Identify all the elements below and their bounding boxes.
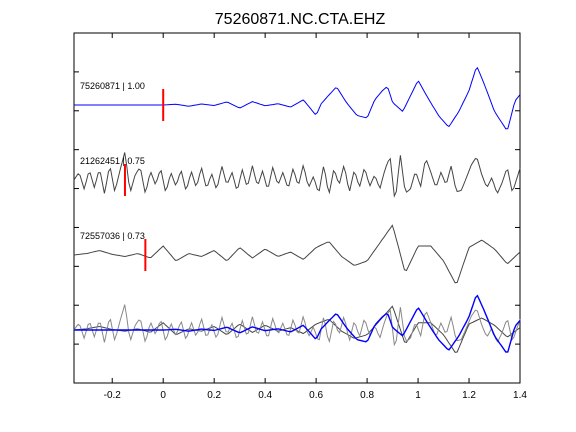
trace-3: 72557036 | 0.73: [73, 224, 521, 284]
trace-line: [73, 224, 521, 284]
x-tick-label: 0.8: [360, 390, 374, 401]
trace-line: [74, 66, 521, 130]
axis-ticks: -0.2 0 0.2 0.4 0.6 0.8 1 1.2 1.4: [74, 33, 527, 401]
trace-line: [73, 152, 521, 198]
x-tick-label: 0: [160, 390, 166, 401]
x-tick-label: 0.4: [258, 390, 272, 401]
x-tick-label: 1: [415, 390, 421, 401]
trace-1: 75260871 | 1.00: [74, 66, 521, 130]
overlay-trace: [73, 304, 521, 347]
x-tick-label: 1.4: [513, 390, 527, 401]
trace-label: 21262451 | 0.75: [80, 156, 145, 166]
x-tick-label: 0.2: [207, 390, 221, 401]
trace-label: 75260871 | 1.00: [80, 81, 145, 91]
axes-frame: [73, 32, 521, 384]
x-tick-label: -0.2: [104, 390, 122, 401]
waveform-traces: 75260871 | 1.00 21262451 | 0.75 72557036 |…: [73, 66, 521, 284]
trace-2: 21262451 | 0.75: [73, 152, 521, 198]
overlay-trace: [74, 294, 521, 353]
trace-label: 72557036 | 0.73: [80, 231, 145, 241]
overlay-traces: [73, 294, 521, 353]
chart-title: 75260871.NC.CTA.EHZ: [215, 11, 386, 28]
x-tick-label: 1.2: [462, 390, 476, 401]
x-tick-label: 0.6: [309, 390, 323, 401]
